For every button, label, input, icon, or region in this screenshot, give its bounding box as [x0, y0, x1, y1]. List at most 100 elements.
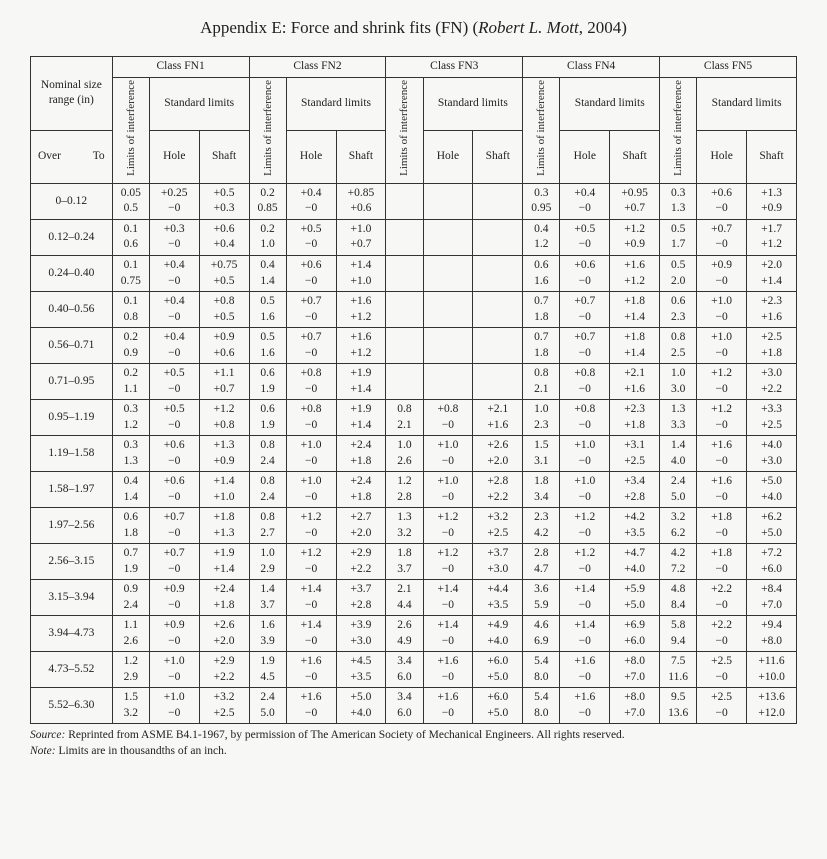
table-row: 5.52–6.301.53.2+1.0−0+3.2+2.52.45.0+1.6−…: [31, 688, 797, 724]
cell-fn3-hole: [423, 256, 473, 292]
header-nominal: Nominal size range (in): [31, 57, 113, 131]
cell-fn5-hole: +0.9−0: [697, 256, 747, 292]
cell-fn2-hole: +0.7−0: [286, 292, 336, 328]
cell-fn4-hole: +1.6−0: [560, 652, 610, 688]
cell-fn2-loi: 0.82.4: [249, 472, 286, 508]
table-head: Nominal size range (in) Class FN1 Class …: [31, 57, 797, 184]
cell-fn4-loi: 0.30.95: [523, 183, 560, 219]
cell-fn3-shaft: +4.4+3.5: [473, 580, 523, 616]
cell-fn3-hole: [423, 292, 473, 328]
cell-fn4-loi: 0.61.6: [523, 256, 560, 292]
cell-fn5-shaft: +2.5+1.8: [747, 328, 797, 364]
cell-fn1-shaft: +3.2+2.5: [199, 688, 249, 724]
cell-fn5-loi: 0.52.0: [660, 256, 697, 292]
cell-fn4-shaft: +3.4+2.8: [610, 472, 660, 508]
cell-fn2-shaft: +5.0+4.0: [336, 688, 386, 724]
cell-fn2-loi: 1.94.5: [249, 652, 286, 688]
cell-fn1-hole: +0.9−0: [149, 580, 199, 616]
cell-fn3-loi: 3.46.0: [386, 688, 423, 724]
cell-fn5-shaft: +2.3+1.6: [747, 292, 797, 328]
table-row: 0.40–0.560.10.8+0.4−0+0.8+0.50.51.6+0.7−…: [31, 292, 797, 328]
header-shaft-fn3: Shaft: [473, 130, 523, 183]
cell-fn1-shaft: +1.1+0.7: [199, 364, 249, 400]
cell-fn1-hole: +0.6−0: [149, 436, 199, 472]
header-loi-fn3: Limits of interference: [386, 77, 423, 183]
cell-fn4-loi: 3.65.9: [523, 580, 560, 616]
cell-fn4-hole: +1.0−0: [560, 436, 610, 472]
cell-fn5-hole: +1.8−0: [697, 508, 747, 544]
cell-range: 3.15–3.94: [31, 580, 113, 616]
cell-fn5-shaft: +3.0+2.2: [747, 364, 797, 400]
loi-label: Limits of interference: [672, 80, 684, 176]
cell-fn4-loi: 0.82.1: [523, 364, 560, 400]
cell-fn3-hole: +1.2−0: [423, 544, 473, 580]
cell-fn2-loi: 0.51.6: [249, 292, 286, 328]
cell-fn5-loi: 1.03.0: [660, 364, 697, 400]
cell-fn1-hole: +0.4−0: [149, 256, 199, 292]
cell-fn2-shaft: +1.0+0.7: [336, 219, 386, 255]
cell-fn1-shaft: +2.4+1.8: [199, 580, 249, 616]
cell-fn3-loi: 0.82.1: [386, 400, 423, 436]
cell-fn4-loi: 1.83.4: [523, 472, 560, 508]
header-loi-fn4: Limits of interference: [523, 77, 560, 183]
loi-label: Limits of interference: [262, 80, 274, 176]
cell-fn5-shaft: +4.0+3.0: [747, 436, 797, 472]
cell-fn4-shaft: +1.8+1.4: [610, 292, 660, 328]
table-row: 0.95–1.190.31.2+0.5−0+1.2+0.80.61.9+0.8−…: [31, 400, 797, 436]
cell-fn1-shaft: +1.4+1.0: [199, 472, 249, 508]
cell-fn4-shaft: +2.3+1.8: [610, 400, 660, 436]
cell-fn3-shaft: +3.2+2.5: [473, 508, 523, 544]
source-label: Source:: [30, 729, 65, 741]
header-std-fn4: Standard limits: [560, 77, 660, 130]
header-shaft-fn2: Shaft: [336, 130, 386, 183]
cell-fn3-hole: +1.6−0: [423, 688, 473, 724]
cell-fn3-loi: 3.46.0: [386, 652, 423, 688]
header-over: Over: [38, 149, 61, 165]
header-class-fn1: Class FN1: [112, 57, 249, 78]
cell-fn3-shaft: +2.8+2.2: [473, 472, 523, 508]
table-row: 2.56–3.150.71.9+0.7−0+1.9+1.41.02.9+1.2−…: [31, 544, 797, 580]
cell-range: 0.56–0.71: [31, 328, 113, 364]
cell-fn1-loi: 0.21.1: [112, 364, 149, 400]
cell-fn4-loi: 2.34.2: [523, 508, 560, 544]
cell-fn5-shaft: +8.4+7.0: [747, 580, 797, 616]
cell-fn5-shaft: +3.3+2.5: [747, 400, 797, 436]
cell-fn4-loi: 1.02.3: [523, 400, 560, 436]
header-loi-fn1: Limits of interference: [112, 77, 149, 183]
table-row: 0.12–0.240.10.6+0.3−0+0.6+0.40.21.0+0.5−…: [31, 219, 797, 255]
cell-fn5-hole: +1.0−0: [697, 328, 747, 364]
cell-fn1-shaft: +1.2+0.8: [199, 400, 249, 436]
cell-fn2-hole: +1.6−0: [286, 652, 336, 688]
cell-fn4-shaft: +1.8+1.4: [610, 328, 660, 364]
header-class-fn2: Class FN2: [249, 57, 386, 78]
header-shaft-fn5: Shaft: [747, 130, 797, 183]
cell-range: 3.94–4.73: [31, 616, 113, 652]
note-text: Limits are in thousandths of an inch.: [56, 745, 227, 757]
cell-fn2-loi: 0.61.9: [249, 400, 286, 436]
cell-fn2-hole: +0.8−0: [286, 400, 336, 436]
cell-fn2-shaft: +2.4+1.8: [336, 436, 386, 472]
cell-fn1-loi: 0.71.9: [112, 544, 149, 580]
cell-fn4-hole: +1.2−0: [560, 508, 610, 544]
cell-fn3-loi: [386, 256, 423, 292]
cell-fn1-hole: +0.9−0: [149, 616, 199, 652]
cell-fn5-loi: 2.45.0: [660, 472, 697, 508]
source-text: Reprinted from ASME B4.1-1967, by permis…: [65, 729, 624, 741]
header-hole-fn1: Hole: [149, 130, 199, 183]
cell-fn3-loi: 1.22.8: [386, 472, 423, 508]
cell-fn1-hole: +1.0−0: [149, 688, 199, 724]
cell-fn3-hole: +1.0−0: [423, 436, 473, 472]
cell-range: 0.95–1.19: [31, 400, 113, 436]
title-suffix: , 2004): [579, 18, 627, 37]
cell-fn2-shaft: +1.9+1.4: [336, 400, 386, 436]
cell-fn2-hole: +1.0−0: [286, 436, 336, 472]
cell-range: 2.56–3.15: [31, 544, 113, 580]
cell-fn2-loi: 0.82.7: [249, 508, 286, 544]
cell-fn1-loi: 1.22.9: [112, 652, 149, 688]
table-row: 1.58–1.970.41.4+0.6−0+1.4+1.00.82.4+1.0−…: [31, 472, 797, 508]
cell-fn1-shaft: +0.8+0.5: [199, 292, 249, 328]
cell-fn3-hole: +1.2−0: [423, 508, 473, 544]
cell-range: 0.40–0.56: [31, 292, 113, 328]
cell-fn2-hole: +1.2−0: [286, 508, 336, 544]
title-prefix: Appendix E: Force and shrink fits (FN) (: [200, 18, 478, 37]
